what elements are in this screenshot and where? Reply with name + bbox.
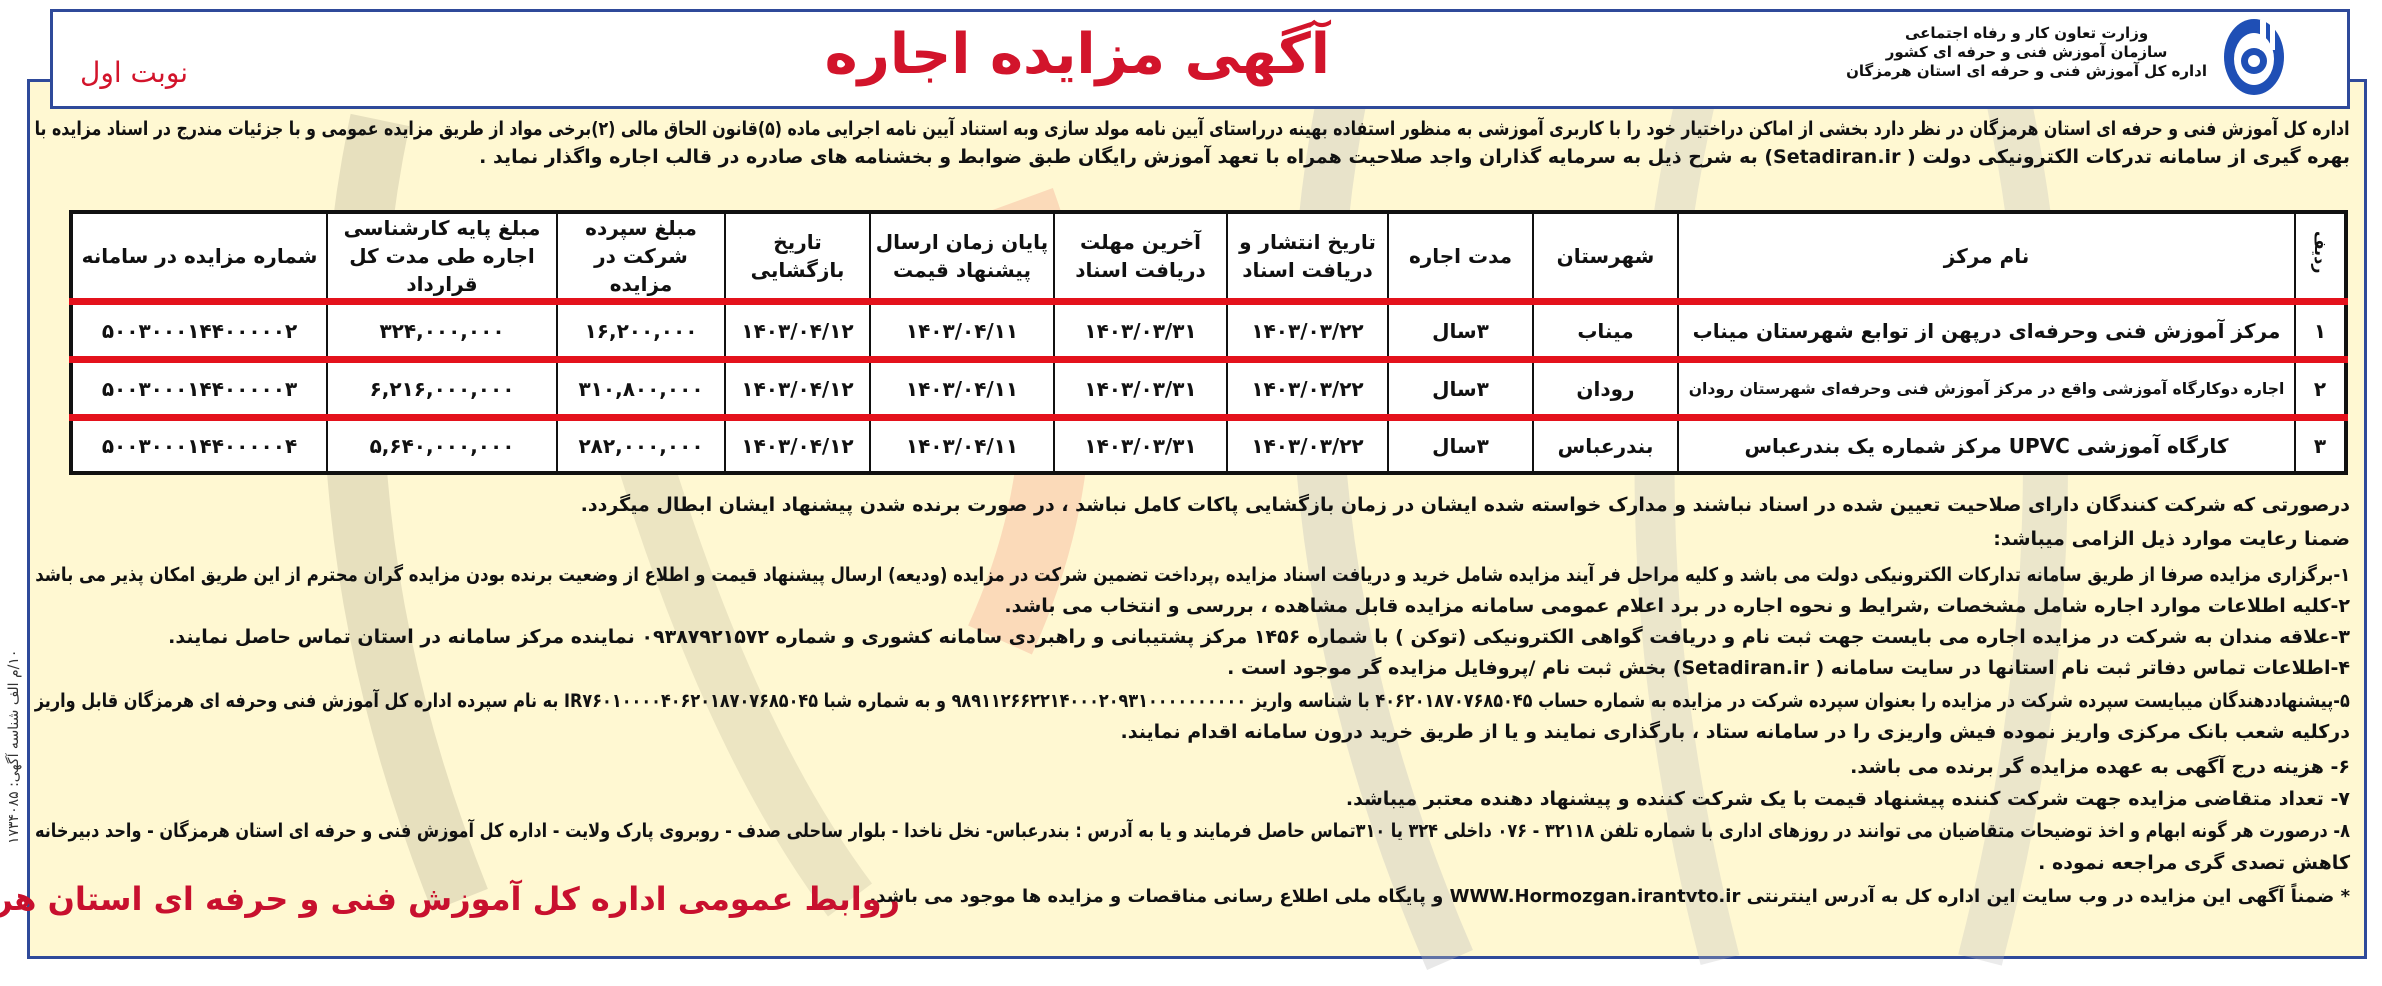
header-banner <box>50 9 2350 109</box>
ministry-heading: وزارت تعاون کار و رفاه اجتماعی سازمان آم… <box>1846 24 2207 81</box>
note-item-8-cont: کاهش تصدی گری مراجعه نموده . <box>2038 852 2350 874</box>
cell: ۵۰۰۳۰۰۰۱۴۴۰۰۰۰۰۲ <box>70 297 328 360</box>
column-header: پایان زمان ارسال پیشنهاد قیمت <box>869 212 1055 302</box>
public-relations-signature: روابط عمومی اداره کل آموزش فنی و حرفه ای… <box>0 880 900 918</box>
cell: ۱۴۰۳/۰۳/۲۲ <box>1226 414 1389 473</box>
cell: ۲ <box>2294 356 2347 418</box>
note-item-8: ۸- درصورت هر گونه ابهام و اخذ توضیحات مت… <box>35 820 2350 842</box>
cell: ۳سال <box>1387 356 1534 418</box>
table-row: ۳ کارگاه آموزشی UPVC مرکز شماره یک بندرعب… <box>70 414 2347 473</box>
note-item-5: ۵-پیشنهاددهندگان میبایست سپرده شرکت در م… <box>35 690 2350 712</box>
column-header: نام مرکز <box>1677 212 2296 302</box>
cell: ۳سال <box>1387 297 1534 360</box>
gear-tvto-logo-icon <box>2224 19 2284 95</box>
note-item-1: ۱-برگزاری مزایده صرفا از طریق سامانه تدا… <box>35 564 2350 586</box>
cell: ۱۴۰۳/۰۴/۱۲ <box>724 414 871 473</box>
cell: میناب <box>1532 297 1679 360</box>
note-item-3: ۳-علاقه مندان به شرکت در مزایده اجاره می… <box>168 626 2350 648</box>
column-header: مدت اجاره <box>1387 212 1534 302</box>
cell: ۳۱۰,۸۰۰,۰۰۰ <box>556 356 726 418</box>
cell: ۱۴۰۳/۰۴/۱۲ <box>724 297 871 360</box>
note-item-2: ۲-کلیه اطلاعات موارد اجاره شامل مشخصات ,… <box>1004 595 2350 617</box>
cell: ۳۲۴,۰۰۰,۰۰۰ <box>326 297 558 360</box>
table-row: ۲ اجاره دوکارگاه آموزشی واقع در مرکز آموز… <box>70 356 2347 418</box>
note-line: ضمنا رعایت موارد ذیل الزامی میباشد: <box>1993 528 2350 550</box>
column-header: تاریخ انتشار و دریافت اسناد <box>1226 212 1389 302</box>
intro-line: اداره کل آموزش فنی و حرفه ای استان هرمزگ… <box>35 118 2350 140</box>
ministry-line: وزارت تعاون کار و رفاه اجتماعی <box>1904 24 2149 42</box>
table-row: ۱ مرکز آموزش فنی وحرفه‌ای درپهن از توابع … <box>70 297 2347 360</box>
cell: کارگاه آموزشی UPVC مرکز شماره یک بندرعبا… <box>1677 414 2296 473</box>
note-item-4: ۴-اطلاعات تماس دفاتر ثبت نام استانها در … <box>1227 657 2350 679</box>
column-header: تاریخ بازگشایی <box>724 212 871 302</box>
cell: رودان <box>1532 356 1679 418</box>
cell: ۱۴۰۳/۰۴/۱۱ <box>869 297 1055 360</box>
column-header: شماره مزایده در سامانه <box>70 212 328 302</box>
column-header: مبلغ سپرده شرکت در مزایده <box>556 212 726 302</box>
cell: ۱۴۰۳/۰۳/۲۲ <box>1226 356 1389 418</box>
cell: ۱۴۰۳/۰۴/۱۱ <box>869 414 1055 473</box>
cell: ۵,۶۴۰,۰۰۰,۰۰۰ <box>326 414 558 473</box>
column-header: ردیف <box>2294 212 2347 302</box>
cell: ۱۴۰۳/۰۴/۱۲ <box>724 356 871 418</box>
cell: ۵۰۰۳۰۰۰۱۴۴۰۰۰۰۰۴ <box>70 414 328 473</box>
cell: اجاره دوکارگاه آموزشی واقع در مرکز آموزش… <box>1677 356 2296 418</box>
cell: ۵۰۰۳۰۰۰۱۴۴۰۰۰۰۰۳ <box>70 356 328 418</box>
ministry-line: سازمان آموزش فنی و حرفه ای کشور <box>1885 43 2168 61</box>
ad-id-side-note: ۱۰/م الف شناسه آگهی: ۱۷۳۴۰۸۵ <box>6 650 22 845</box>
cell: ۲۸۲,۰۰۰,۰۰۰ <box>556 414 726 473</box>
intro-line: بهره گیری از سامانه تدرکات الکترونیکی دو… <box>479 146 2350 168</box>
cell: مرکز آموزش فنی وحرفه‌ای درپهن از توابع ش… <box>1677 297 2296 360</box>
cell: ۳ <box>2294 414 2347 473</box>
publication-round: نوبت اول <box>80 56 189 89</box>
cell: ۶,۲۱۶,۰۰۰,۰۰۰ <box>326 356 558 418</box>
table-header-row: ردیف نام مرکز شهرستان مدت اجاره تاریخ ان… <box>70 212 2347 302</box>
note-line: درصورتی که شرکت کنندگان دارای صلاحیت تعی… <box>580 494 2350 516</box>
cell: ۱۴۰۳/۰۴/۱۱ <box>869 356 1055 418</box>
note-item-6: ۶- هزینه درج آگهی به عهده مزایده گر برند… <box>1850 756 2350 778</box>
cell: ۳سال <box>1387 414 1534 473</box>
note-item-5-cont: درکلیه شعب بانک مرکزی واریز نموده فیش وا… <box>1120 721 2351 743</box>
cell: ۱۶,۲۰۰,۰۰۰ <box>556 297 726 360</box>
cell: ۱۴۰۳/۰۳/۳۱ <box>1053 356 1228 418</box>
page-title: آگهی مزایده اجاره <box>824 22 1330 87</box>
ministry-line: اداره کل آموزش فنی و حرفه ای استان هرمزگ… <box>1846 62 2207 80</box>
cell: ۱۴۰۳/۰۳/۲۲ <box>1226 297 1389 360</box>
website-note: * ضمناً آگهی این مزایده در وب سایت این ا… <box>869 886 2350 907</box>
note-item-7: ۷- تعداد متقاضی مزایده جهت شرکت کننده پی… <box>1345 788 2350 810</box>
cell: ۱۴۰۳/۰۳/۳۱ <box>1053 414 1228 473</box>
auction-table: ردیف نام مرکز شهرستان مدت اجاره تاریخ ان… <box>69 210 2348 475</box>
cell: ۱ <box>2294 297 2347 360</box>
cell: بندرعباس <box>1532 414 1679 473</box>
column-header: مبلغ پایه کارشناسی اجاره طی مدت کل قرارد… <box>326 212 558 302</box>
column-header: شهرستان <box>1532 212 1679 302</box>
cell: ۱۴۰۳/۰۳/۳۱ <box>1053 297 1228 360</box>
column-header: آخرین مهلت دریافت اسناد <box>1053 212 1228 302</box>
